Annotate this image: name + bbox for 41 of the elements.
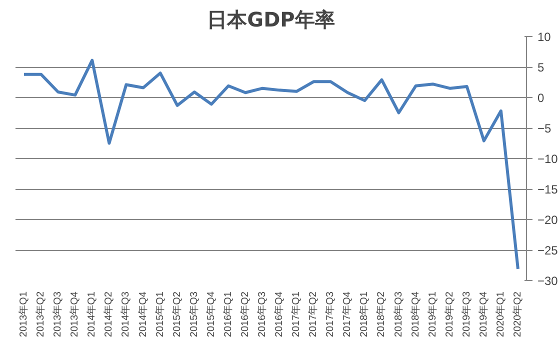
- y-tick-label: −25: [538, 244, 558, 258]
- x-tick-label: 2017年Q3: [324, 291, 336, 338]
- x-tick-label: 2018年Q4: [409, 291, 422, 338]
- y-tick-label: −15: [538, 182, 558, 196]
- x-tick-label: 2019年Q1: [426, 291, 438, 338]
- y-tick-label: 5: [538, 60, 544, 74]
- x-tick-label: 2020年Q2: [511, 291, 524, 338]
- x-tick-label: 2013年Q1: [18, 291, 30, 338]
- x-tick-label: 2017年Q1: [290, 291, 302, 338]
- x-tick-label: 2019年Q4: [477, 291, 490, 338]
- y-tick-label: 10: [538, 30, 552, 44]
- x-tick-label: 2014年Q2: [102, 291, 115, 338]
- x-tick-label: 2018年Q3: [392, 291, 404, 338]
- y-tick-label: −20: [538, 213, 558, 227]
- x-tick-label: 2013年Q2: [34, 291, 47, 338]
- y-tick-label: −5: [538, 122, 552, 136]
- x-tick-label: 2015年Q2: [170, 291, 183, 338]
- x-tick-label: 2020年Q1: [494, 291, 506, 338]
- x-tick-label: 2019年Q2: [443, 291, 456, 338]
- x-tick-label: 2016年Q2: [238, 291, 251, 338]
- x-tick-label: 2013年Q3: [52, 291, 64, 338]
- x-tick-label: 2014年Q1: [86, 291, 98, 338]
- x-tick-label: 2015年Q1: [154, 291, 166, 338]
- x-tick-label: 2014年Q4: [136, 291, 149, 338]
- x-tick-label: 2015年Q4: [204, 291, 217, 338]
- x-tick-label: 2018年Q2: [375, 291, 388, 338]
- y-tick-label: 0: [538, 91, 544, 105]
- x-tick-label: 2015年Q3: [188, 291, 200, 338]
- x-tick-label: 2018年Q1: [358, 291, 370, 338]
- x-tick-label: 2013年Q4: [68, 291, 81, 338]
- x-tick-label: 2017年Q4: [341, 291, 354, 338]
- line-series: [22, 58, 520, 270]
- x-tick-label: 2016年Q1: [222, 291, 234, 338]
- x-tick-label: 2016年Q4: [273, 291, 286, 338]
- x-tick-label: 2019年Q3: [460, 291, 472, 338]
- chart-title: 日本GDP年率: [207, 8, 335, 32]
- x-tick-label: 2014年Q3: [120, 291, 132, 338]
- y-tick-label: −30: [538, 274, 558, 288]
- x-tick-label: 2017年Q2: [307, 291, 320, 338]
- y-tick-label: −10: [538, 152, 558, 166]
- x-tick-label: 2016年Q3: [256, 291, 268, 338]
